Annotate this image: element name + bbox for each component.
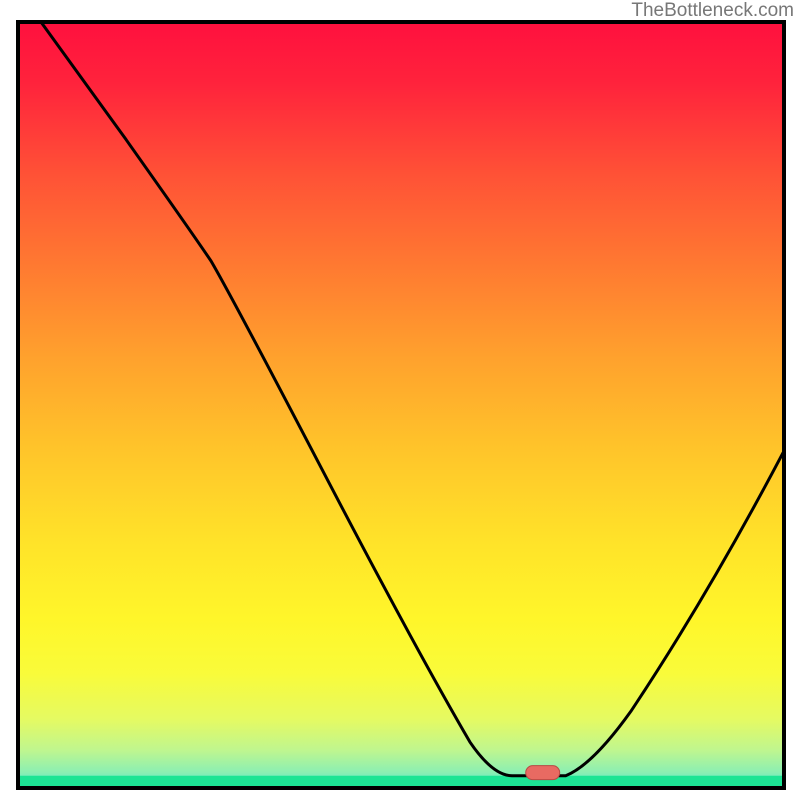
gradient-background xyxy=(18,22,784,788)
bottleneck-chart xyxy=(0,0,800,800)
watermark-text: TheBottleneck.com xyxy=(631,0,794,22)
optimal-marker xyxy=(526,766,560,780)
chart-svg xyxy=(0,0,800,800)
